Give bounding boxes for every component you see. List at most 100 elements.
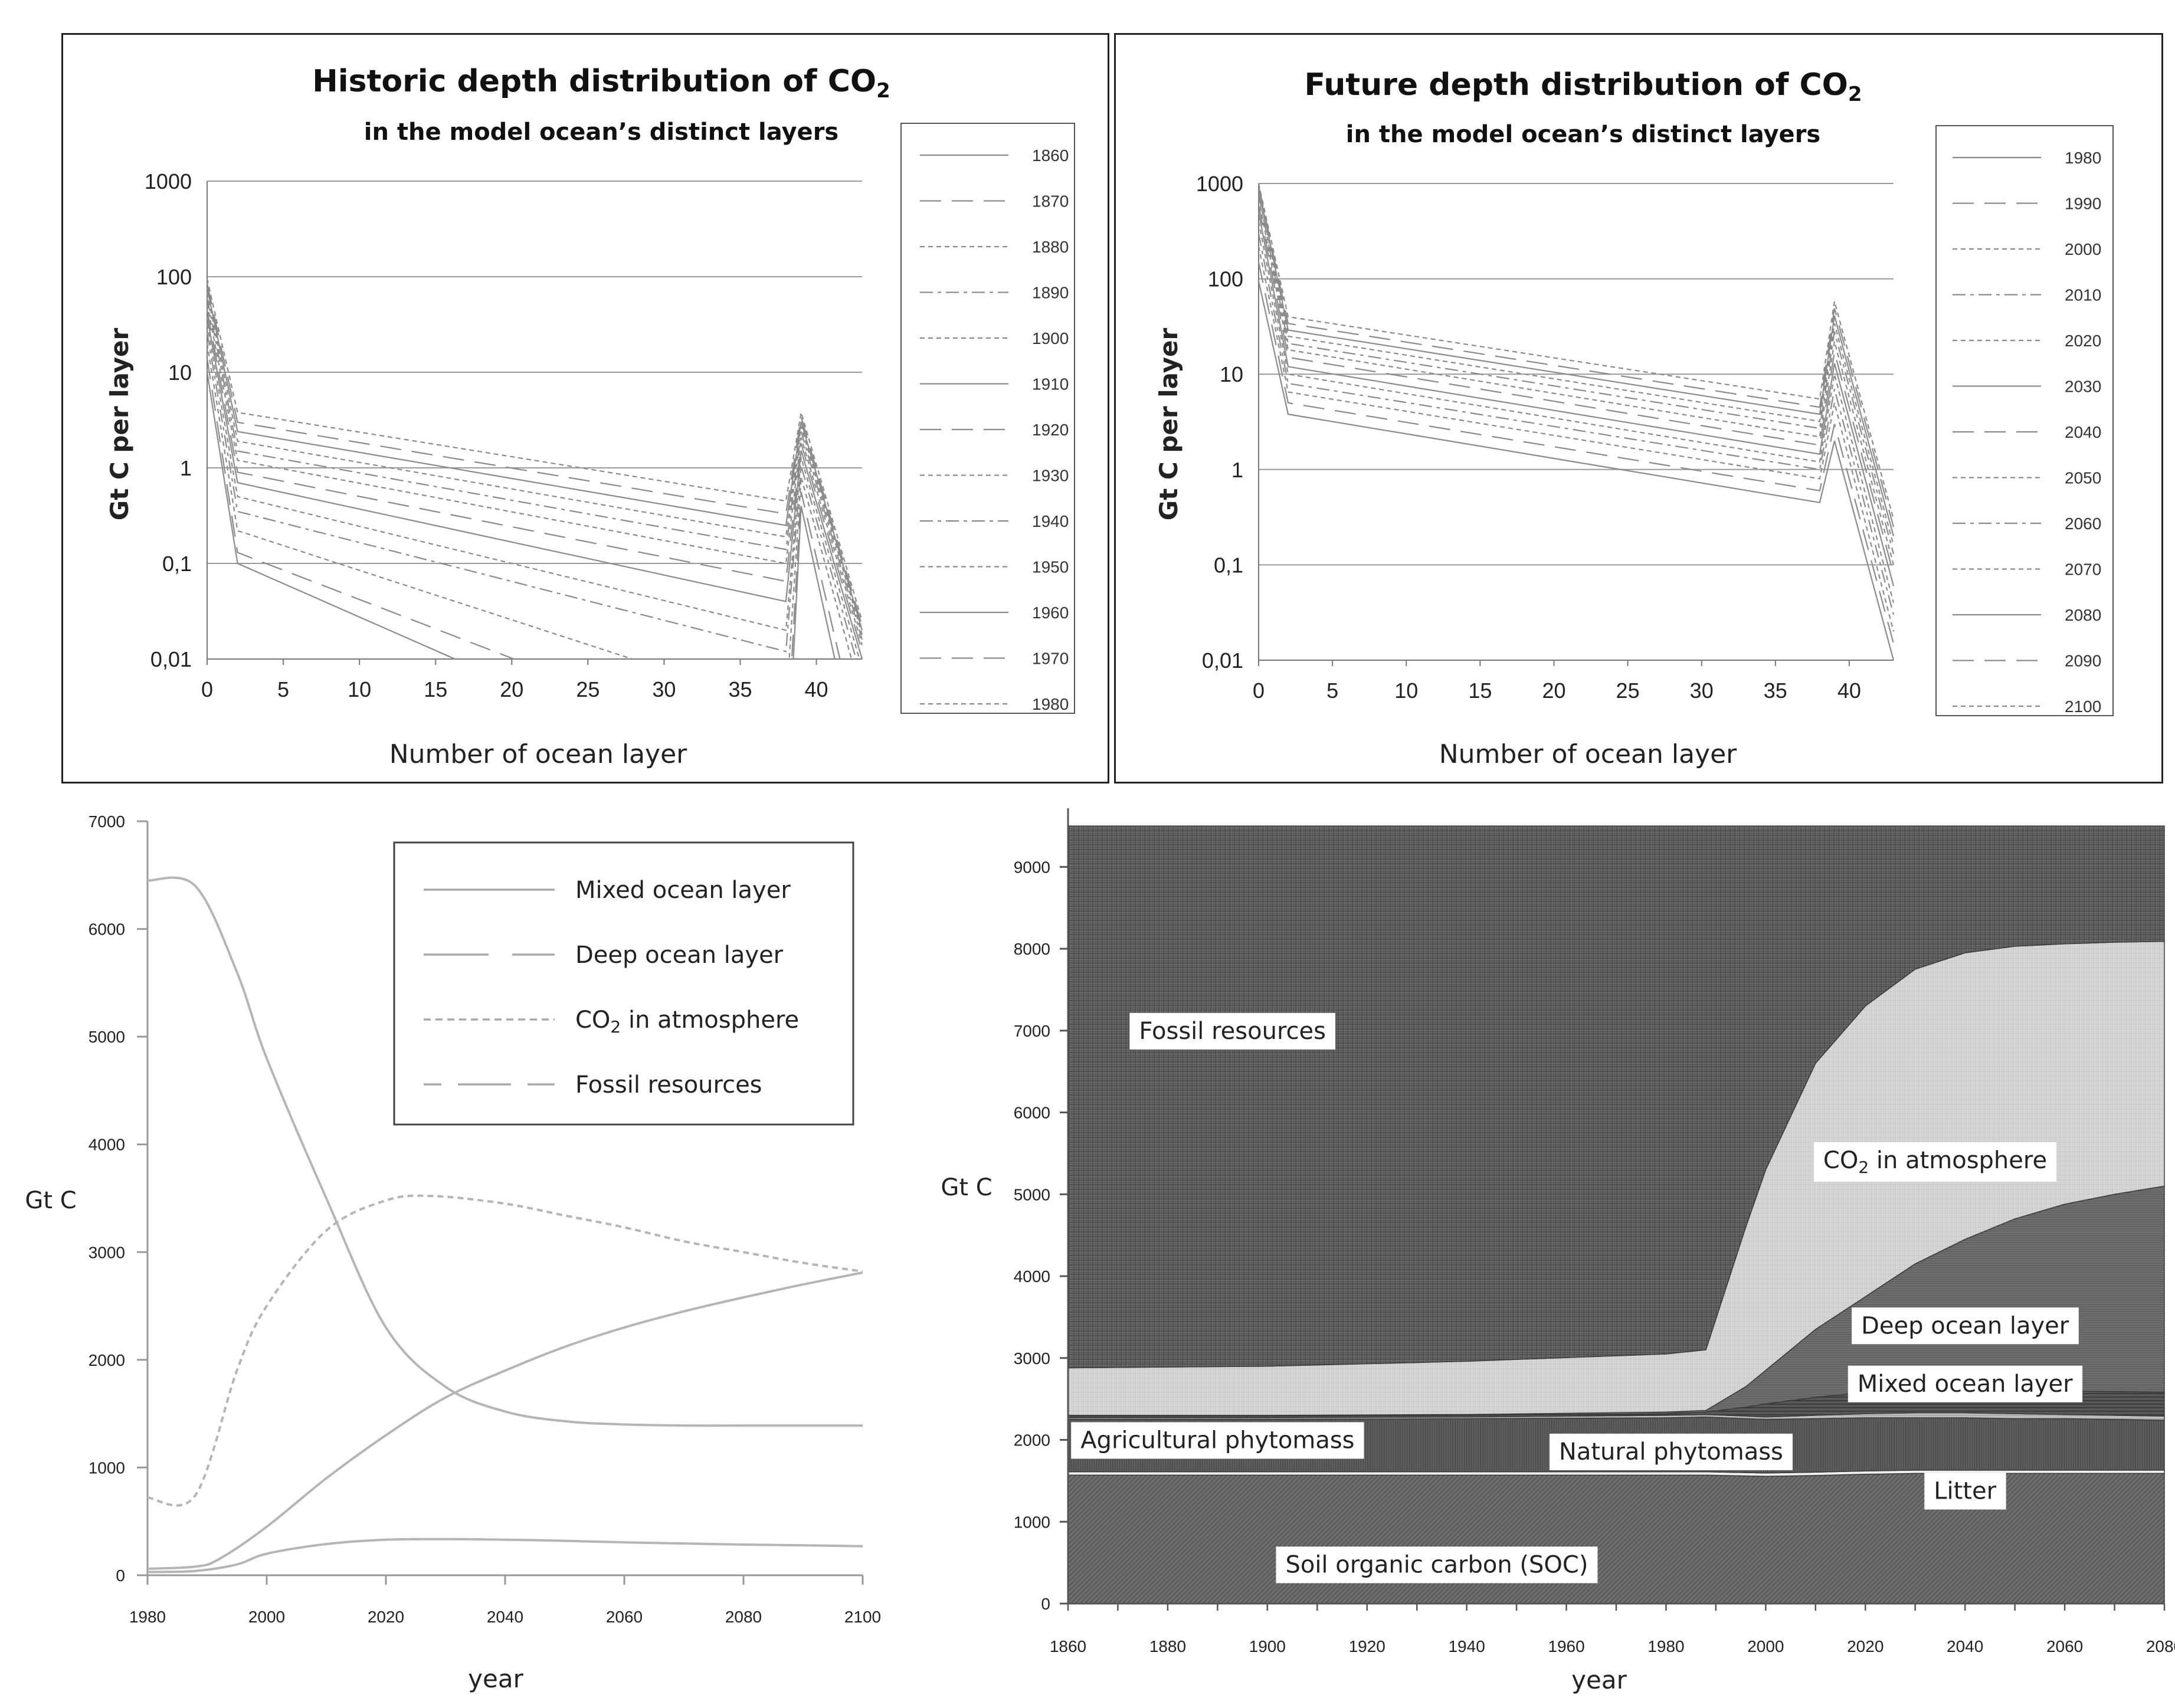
area-label-group: Soil organic carbon (SOC) [1276,1546,1598,1584]
area-label: Mixed ocean layer [1858,1371,2073,1398]
area-label-box [1848,1365,2083,1402]
x-tick-label: 15 [1468,678,1492,703]
x-tick-label: 2020 [1847,1637,1884,1655]
x-tick-label: 2060 [606,1608,643,1626]
x-tick-label: 35 [1764,678,1787,703]
series-line-1970 [206,283,863,627]
x-tick-label: 20 [500,677,523,701]
area-label-box [1549,1433,1793,1470]
area-label: Fossil resources [1139,1018,1326,1045]
x-tick-label: 1880 [1149,1637,1186,1655]
legend-label: 1920 [1032,421,1069,439]
stacked-y-axis-label: Gt C [941,1174,992,1201]
historic-y-axis-label: Gt C per layer [105,327,134,520]
x-tick-label: 15 [424,677,447,701]
historic-x-axis-label: Number of ocean layer [389,739,687,769]
future-chart-svg: Future depth distribution of CO2 in the … [1154,67,2114,769]
legend-label: Deep ocean layer [575,942,784,969]
series-line-1990 [1257,261,1895,644]
series-line-1950 [206,292,863,635]
reservoir-y-axis-label: Gt C [25,1187,76,1214]
legend-label: 2000 [2065,240,2101,258]
legend-label: 1930 [1032,467,1069,485]
y-tick-label: 9000 [1014,858,1050,876]
legend-label: 1890 [1032,284,1069,302]
legend-label: 1980 [2065,149,2101,167]
historic-subtitle: in the model ocean’s distinct layers [364,119,838,146]
y-tick-label: 0 [1041,1595,1050,1613]
y-tick-label: 3000 [89,1243,125,1261]
reservoir-x-axis-label: year [468,1664,523,1693]
y-tick-label: 5000 [1014,1185,1050,1204]
x-tick-label: 2060 [2046,1637,2083,1655]
future-x-axis-label: Number of ocean layer [1439,739,1737,769]
legend-label: 2090 [2065,652,2101,670]
x-tick-label: 0 [201,677,213,701]
area-label-box [1852,1307,2079,1345]
legend-label: 1980 [1032,695,1069,713]
y-tick-label: 1000 [89,1458,125,1477]
y-tick-label: 0,01 [1202,648,1243,673]
x-tick-label: 2000 [248,1608,285,1626]
y-tick-label: 5000 [89,1028,125,1046]
legend-label: 2020 [2065,332,2101,350]
series-line-1910 [206,316,863,659]
x-tick-label: 25 [576,677,600,701]
x-tick-label: 10 [1394,678,1418,703]
area-label: Soil organic carbon (SOC) [1285,1551,1588,1578]
x-tick-label: 25 [1616,678,1640,703]
area-label-group: CO2 in atmosphere [1813,1142,2057,1182]
historic-plot-area: 0,01 0,1 1 10 100 1000 0 5 10 15 20 25 30 35 40 [145,169,863,701]
y-tick-label: 1000 [145,169,192,194]
y-tick-label: 6000 [89,920,125,939]
future-y-axis-label: Gt C per layer [1154,327,1183,520]
x-tick-label: 35 [728,677,752,701]
legend-label: 1960 [1032,604,1069,622]
reservoir-series-line [147,1537,863,1573]
y-tick-label: 0,01 [150,647,192,671]
y-tick-label: 0,1 [162,552,192,576]
y-tick-label: 1 [180,456,192,480]
series-line-1870 [206,358,841,659]
future-legend-items: 1980 1990 2000 2010 2020 2030 2040 2050 2060 2070… [1953,149,2101,716]
legend-label: 2050 [2065,469,2101,487]
y-tick-label: 8000 [1014,940,1050,958]
area-label-box [1071,1422,1364,1459]
y-tick-label: 10 [168,360,192,385]
x-tick-label: 2040 [1947,1637,1983,1655]
historic-title: Historic depth distribution of CO2 [312,64,890,103]
legend-label: CO2 in atmosphere [575,1007,799,1037]
historic-legend-items: 1860 1870 1880 1890 1900 1910 1920 1930 1940 1950… [920,146,1069,713]
y-tick-label: 1000 [1014,1513,1050,1531]
series-line-1880 [206,343,853,659]
series-line-1980 [1257,280,1895,660]
series-line-1920 [206,309,863,652]
x-tick-label: 1860 [1050,1637,1086,1655]
x-tick-label: 5 [1326,678,1338,703]
x-tick-label: 1900 [1249,1637,1286,1655]
future-legend [1935,125,2114,716]
legend-label: 1940 [1032,512,1069,530]
y-tick-label: 6000 [1014,1104,1050,1122]
legend-label: Fossil resources [575,1071,762,1099]
area-label-box [1813,1142,2057,1182]
series-line-2090 [1257,185,1895,527]
area-label-group: Agricultural phytomass [1071,1422,1364,1459]
x-tick-label: 2080 [725,1608,762,1626]
x-tick-label: 1940 [1448,1637,1485,1655]
area-label-box [1924,1473,2006,1510]
stacked-plot-area: 0 1000 2000 3000 4000 5000 6000 7000 8000 9000 186… [1014,808,2175,1655]
series-line-2070 [1257,190,1895,546]
legend-label: 1950 [1032,558,1069,576]
area-label: Agricultural phytomass [1080,1427,1354,1454]
series-line-1860 [206,372,836,659]
stacked-x-axis-label: year [1571,1666,1627,1694]
y-tick-label: 7000 [89,812,125,831]
series-line-2020 [1257,221,1895,603]
area-label: Natural phytomass [1559,1438,1783,1466]
x-tick-label: 2080 [2146,1637,2175,1655]
x-tick-label: 1980 [129,1608,166,1626]
x-tick-label: 40 [805,677,828,701]
y-tick-label: 3000 [1014,1349,1050,1368]
series-line-2000 [1257,246,1895,632]
